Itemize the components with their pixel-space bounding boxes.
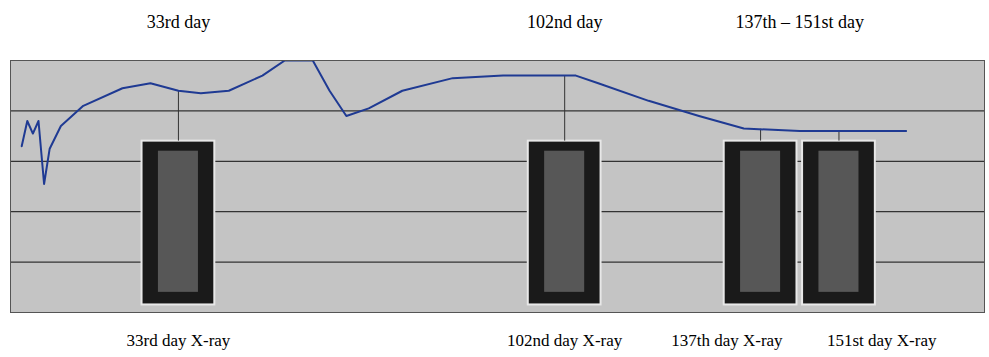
svg-text:137th – 151st day: 137th – 151st day — [736, 12, 865, 32]
svg-text:102nd day X-ray: 102nd day X-ray — [507, 331, 623, 350]
svg-text:151st day X-ray: 151st day X-ray — [827, 331, 937, 350]
svg-text:137th day X-ray: 137th day X-ray — [671, 331, 783, 350]
svg-text:102nd day: 102nd day — [527, 12, 603, 32]
svg-text:33rd day: 33rd day — [147, 12, 210, 32]
svg-text:33rd day X-ray: 33rd day X-ray — [127, 331, 231, 350]
